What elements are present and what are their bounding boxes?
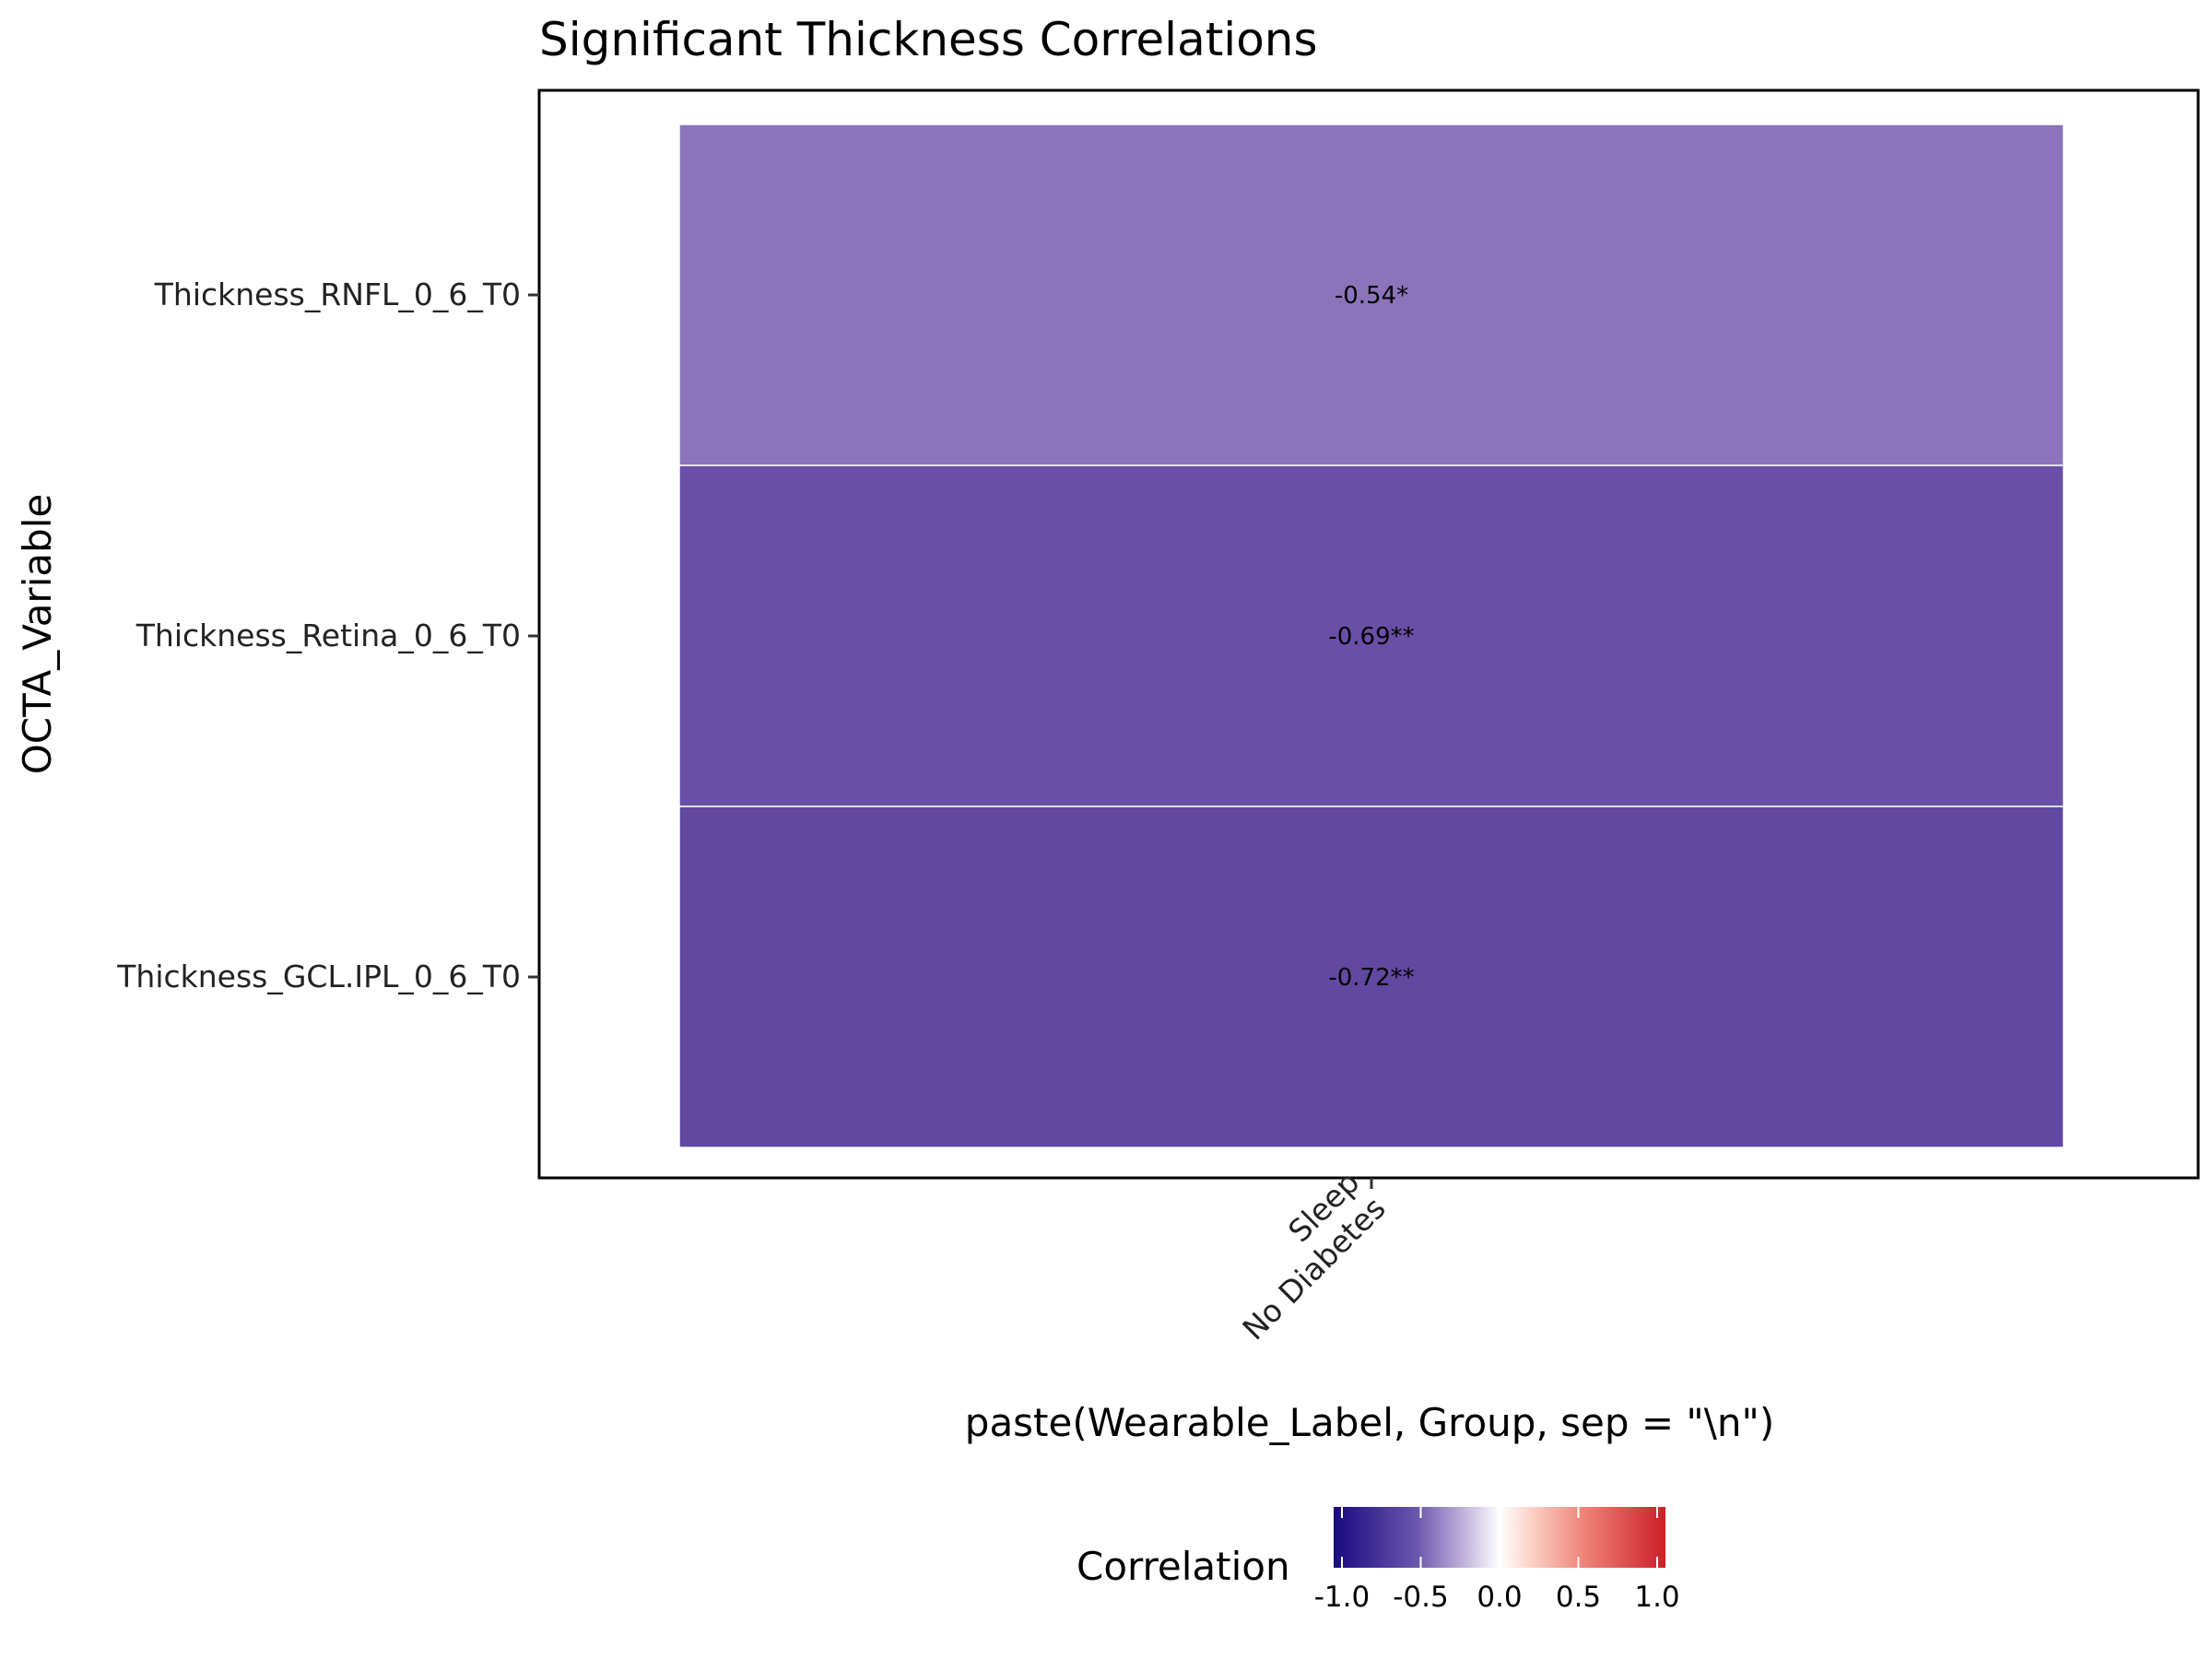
chart-title: Significant Thickness Correlations (539, 13, 1318, 66)
heatmap-cell (678, 465, 2065, 807)
heatmap-cell (678, 124, 2065, 466)
cell-value-label: -0.54* (1335, 282, 1408, 310)
x-axis-title: paste(Wearable_Label, Group, sep = "\n") (965, 1400, 1774, 1445)
legend-ticks: -1.0 -0.5 0.0 0.5 1.0 (1314, 1507, 1680, 1614)
y-tick-label: Thickness_RNFL_0_6_T0 (154, 276, 521, 312)
legend: Correlation -1.0 -0.5 0.0 0.5 1.0 (1077, 1507, 1680, 1614)
y-tick-label: Thickness_Retina_0_6_T0 (135, 618, 521, 653)
y-tick-label: Thickness_GCL.IPL_0_6_T0 (116, 959, 521, 994)
cell-value-label: -0.72** (1328, 964, 1414, 992)
heatmap-cell (678, 806, 2065, 1148)
y-axis-title: OCTA_Variable (15, 494, 60, 775)
legend-title: Correlation (1077, 1544, 1290, 1589)
legend-tick-label: -1.0 (1314, 1581, 1371, 1614)
cell-value-label: -0.69** (1328, 623, 1414, 651)
plot-panel-border (537, 88, 2200, 1180)
heatmap-cells: -0.54* -0.69** -0.72** (678, 124, 2065, 1148)
legend-tick-label: 0.0 (1477, 1581, 1522, 1614)
legend-tick-label: 0.5 (1556, 1581, 1601, 1614)
legend-tick-label: -0.5 (1393, 1581, 1449, 1614)
y-axis: Thickness_RNFL_0_6_T0 Thickness_Retina_0_… (116, 276, 539, 994)
legend-tick-label: 1.0 (1634, 1581, 1679, 1614)
